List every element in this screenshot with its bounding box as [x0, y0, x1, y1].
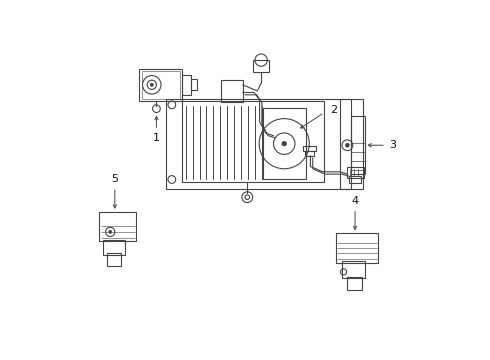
Bar	[346, 167, 364, 178]
Bar	[167, 99, 351, 189]
Bar	[336, 233, 378, 263]
Text: 4: 4	[351, 196, 359, 206]
Circle shape	[150, 83, 153, 86]
Text: 1: 1	[153, 133, 160, 143]
Bar	[99, 212, 136, 241]
Bar	[142, 71, 179, 99]
Bar	[191, 80, 197, 90]
Bar	[351, 116, 365, 174]
Bar	[305, 151, 314, 156]
Bar	[182, 101, 324, 182]
Bar	[303, 147, 316, 151]
Bar	[263, 108, 306, 180]
Text: 5: 5	[111, 174, 119, 184]
Bar	[253, 60, 269, 72]
Bar	[342, 261, 365, 278]
Bar	[103, 239, 125, 255]
Circle shape	[109, 230, 112, 233]
Bar	[349, 176, 361, 183]
Bar	[346, 276, 362, 289]
Text: 2: 2	[330, 105, 338, 115]
Bar	[340, 99, 363, 189]
Circle shape	[282, 141, 287, 146]
Bar	[140, 69, 182, 101]
Text: 3: 3	[389, 140, 396, 150]
Bar	[107, 253, 121, 266]
Bar	[182, 75, 191, 95]
Circle shape	[345, 143, 349, 147]
